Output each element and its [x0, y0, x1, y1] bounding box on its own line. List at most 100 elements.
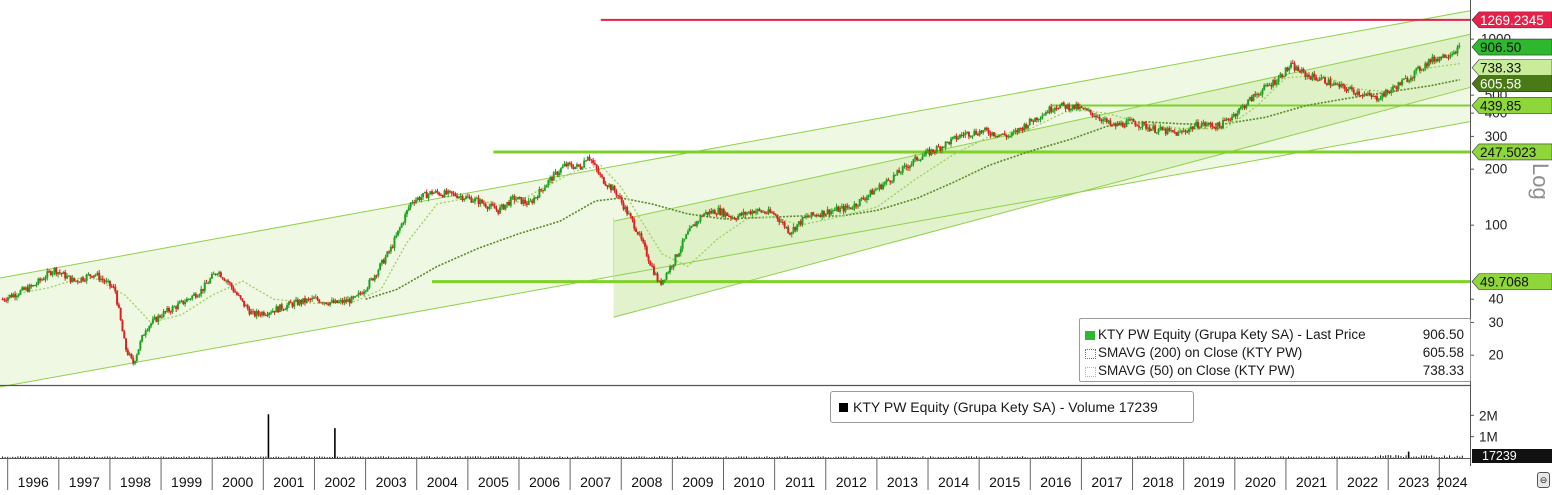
- candle-body: [1272, 80, 1275, 87]
- candle-body: [1291, 62, 1294, 64]
- price-legend: KTY PW Equity (Grupa Kety SA) - Last Pri…: [1079, 318, 1471, 382]
- candle-body: [144, 330, 147, 336]
- volume-legend: KTY PW Equity (Grupa Kety SA) - Volume 1…: [830, 391, 1194, 423]
- candle-body: [787, 226, 790, 233]
- candle-body: [201, 288, 204, 291]
- candle-body: [452, 193, 455, 195]
- candle-body: [717, 207, 720, 215]
- candle-body: [1064, 104, 1067, 109]
- candle-body: [80, 277, 83, 282]
- candle-body: [486, 207, 489, 209]
- candle-body: [407, 207, 410, 211]
- settings-badge-icon[interactable]: ⊖: [1537, 472, 1550, 488]
- candle-body: [676, 254, 679, 257]
- candle-body: [466, 196, 469, 198]
- candle-body: [518, 197, 521, 199]
- candle-body: [325, 302, 328, 305]
- candle-body: [370, 278, 373, 280]
- candle-body: [293, 301, 296, 307]
- candle-body: [683, 238, 686, 241]
- candle-body: [833, 210, 836, 212]
- candle-body: [982, 130, 985, 133]
- value-tag-2: [1471, 59, 1552, 76]
- candle-body: [57, 272, 60, 275]
- candle-body: [790, 232, 793, 235]
- candle-body: [479, 199, 482, 205]
- candle-body: [735, 219, 738, 221]
- candle-body: [1388, 92, 1391, 94]
- x-tick-label: 2015: [989, 474, 1020, 490]
- candle-body: [1137, 125, 1140, 128]
- candle-body: [58, 272, 61, 274]
- candle-body: [740, 213, 743, 216]
- candle-body: [1400, 80, 1403, 86]
- candle-body: [640, 233, 643, 240]
- candle-body: [1365, 94, 1368, 96]
- candle-body: [218, 272, 221, 274]
- candle-body: [193, 293, 196, 296]
- candle-body: [1062, 102, 1065, 105]
- candle-body: [1103, 118, 1106, 120]
- candle-body: [1282, 76, 1285, 78]
- candle-body: [1316, 79, 1319, 81]
- candle-body: [758, 208, 761, 211]
- candle-body: [1100, 119, 1103, 122]
- candle-body: [842, 206, 845, 212]
- candle-body: [400, 223, 403, 228]
- candle-body: [1386, 89, 1389, 93]
- candle-body: [1338, 83, 1341, 88]
- candle-body: [1281, 74, 1284, 78]
- candle-body: [348, 299, 351, 304]
- candle-body: [1230, 116, 1233, 120]
- candle-body: [346, 299, 349, 302]
- candle-body: [461, 195, 464, 201]
- candle-body: [502, 204, 505, 210]
- candle-body: [1254, 94, 1257, 96]
- candle-body: [350, 296, 353, 304]
- candle-body: [1189, 126, 1192, 130]
- candle-body: [1018, 127, 1021, 133]
- candle-body: [137, 349, 140, 355]
- candle-body: [465, 196, 468, 199]
- candle-body: [853, 203, 856, 209]
- candle-body: [1440, 56, 1443, 59]
- candle-body: [910, 163, 913, 166]
- candle-body: [373, 275, 376, 281]
- candle-body: [413, 202, 416, 204]
- candle-body: [10, 295, 13, 298]
- candle-body: [593, 163, 596, 165]
- candle-body: [996, 135, 999, 137]
- candle-body: [78, 281, 81, 283]
- candle-body: [678, 253, 681, 257]
- candle-body: [103, 280, 106, 282]
- candle-body: [278, 304, 281, 313]
- candle-body: [577, 164, 580, 167]
- candle-body: [967, 131, 970, 137]
- candle-body: [1145, 123, 1148, 129]
- candle-body: [1381, 93, 1384, 99]
- candle-body: [1426, 63, 1429, 67]
- candle-body: [515, 199, 518, 201]
- candle-body: [864, 199, 867, 201]
- candle-body: [685, 234, 688, 239]
- candle-body: [792, 227, 795, 233]
- candle-body: [316, 297, 319, 301]
- candle-body: [581, 167, 584, 170]
- candle-body: [404, 214, 407, 223]
- candle-body: [542, 190, 545, 192]
- candle-body: [1007, 136, 1010, 138]
- candle-body: [1456, 47, 1459, 54]
- candle-body: [1170, 130, 1173, 132]
- candle-body: [354, 296, 357, 298]
- candle-body: [667, 272, 670, 274]
- candle-body: [647, 256, 650, 262]
- candle-body: [812, 212, 815, 216]
- candle-body: [1247, 99, 1250, 105]
- candle-body: [176, 303, 179, 309]
- candle-body: [436, 190, 439, 193]
- volume-legend-label: KTY PW Equity (Grupa Kety SA) - Volume: [853, 399, 1115, 415]
- candle-body: [482, 203, 485, 205]
- candle-body: [737, 215, 740, 220]
- candle-body: [1229, 119, 1232, 121]
- candle-body: [53, 267, 56, 273]
